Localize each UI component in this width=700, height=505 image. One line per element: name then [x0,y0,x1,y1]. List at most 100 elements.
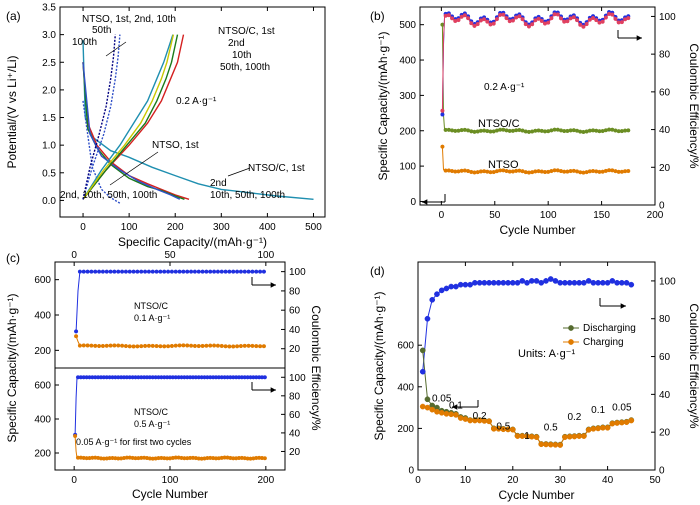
panel-c-point [89,343,94,348]
panel-c-bottom-y2-tick-label: 40 [289,428,301,439]
panel-c-top-y-tick-label: 200 [34,346,51,357]
panel-c-point [108,343,113,348]
panel-d-rate-label: 0.05 [612,403,632,414]
panel-c-point [192,343,197,348]
panel-b-line-3 [441,13,629,111]
panel-d-efficiency-point [595,279,601,286]
panel-b-annotation: NTSO [488,159,519,171]
panel-d-rate-label: 0.5 [544,422,558,433]
panel-d-efficiency-point [533,278,540,284]
panel-c-bottom-y-tick-label: 400 [34,415,51,426]
panel-d-efficiency-point [472,279,478,286]
panel-d-y-tick-label: 200 [397,424,414,435]
panel-b-point [510,18,515,23]
panel-c-point [123,343,128,349]
panel-d-charging-point [571,433,578,440]
panel-c-point [246,269,251,274]
panel-c-annotation: NTSO/C [134,407,169,417]
panel-c-point [181,343,186,348]
panel-d-rate-label: 0.05 [432,393,452,404]
panel-c-point [250,269,255,274]
panel-c-point [74,334,79,339]
panel-b-y2-tick-label: 60 [659,87,671,98]
panel-b-point [456,18,461,23]
panel-d-legend-marker [568,325,574,331]
panel-d-efficiency-point [576,279,583,286]
panel-d-efficiency-point [476,279,483,286]
panel-c-annotation: NTSO/C [134,301,169,311]
panel-c-top-x-tick-label: 100 [257,250,274,261]
panel-c-top-y-tick-label: 400 [34,311,51,322]
panel-c-bottom-y-tick-label: 200 [34,449,51,460]
panel-c-point [223,269,228,274]
panel-c-point [158,344,163,349]
panel-d-charging-point [486,418,492,425]
panel-c-point [169,269,174,274]
panel-a-y-tick-label: 2.0 [42,85,56,96]
panel-d-efficiency-point [552,278,559,284]
panel-c-point [238,343,243,349]
panel-a-annotation: NTSO, 1st, 2nd, 10th [82,14,176,25]
panel-d-y2-tick-label: 40 [659,390,671,401]
panel-c-annotation: 0.5 A·g⁻¹ [134,419,170,429]
panel-c-point [166,344,171,349]
panel-b-frame [419,6,656,206]
panel-d-efficiency-point [543,278,549,284]
panel-c-point [196,269,201,274]
panel-c-point [123,269,128,274]
panel-b-x-tick-label: 0 [439,210,445,221]
panel-b-point [501,12,506,17]
panel-b-line-0 [441,24,629,133]
panel-c-point [196,343,201,349]
panel-c-point [97,269,102,274]
panel-c-point [227,269,232,274]
panel-b-point [466,16,471,21]
panel-d-efficiency-point [481,279,488,286]
panel-b-x-tick-label: 100 [540,210,557,221]
panel-d-charging-point [533,434,540,440]
panel-d-charging-point [429,406,436,413]
panel-c-point [185,343,190,348]
panel-b-point [491,21,496,26]
panel-c-point [200,343,205,348]
panel-a-annotation: 2nd [210,178,227,189]
panel-c-point [181,269,186,274]
panel-c-point [189,343,194,348]
panel-d-charging-point [576,433,583,439]
panel-b-point [626,16,631,21]
panel-b-y2label: Coulombic Efficiency/% [687,43,700,168]
panel-c-point [258,344,263,349]
panel-a-x-tick-label: 500 [305,222,322,233]
panel-d-efficiency-point [585,278,592,284]
panel-d-y2-tick-label: 80 [659,314,671,325]
panel-a-x-tick-label: 0 [80,222,86,233]
panel-b-y-tick-label: 0 [410,197,416,208]
panel-c-bottom-efficiency-line [74,376,266,435]
panel-a-annotation: 2nd, 10th, 50th, 100th [60,190,157,201]
panel-b-point [504,16,509,21]
panel-c-point [200,269,205,274]
panel-c-point [223,344,228,349]
panel-d-charging-point [581,433,587,439]
panel-c-point [97,343,102,349]
panel-b-label: (b) [370,9,385,23]
panel-c-point [146,343,151,348]
panel-c-point [139,344,144,349]
panel-a-y-tick-label: 0.5 [42,168,56,179]
panel-c-point [146,269,151,274]
panel-c-point [74,329,79,334]
panel-d-efficiency-point [429,296,436,303]
panel-a-y-tick-label: 1.0 [42,141,56,152]
panel-c-point [215,269,220,274]
panel-c-top-y2-tick-label: 80 [289,286,301,297]
panel-c-point [219,343,224,349]
panel-a-annotation: NTSO/C, 1st [218,26,275,37]
panel-b-x-tick-label: 200 [647,210,664,221]
panel-b-y-tick-label: 200 [399,126,416,137]
panel-a-leader [227,167,251,177]
panel-b-point [539,18,544,23]
panel-c-point [116,269,121,274]
panel-c-point [204,343,209,348]
panel-c-point [177,343,182,348]
panel-d-efficiency-point [604,279,611,286]
